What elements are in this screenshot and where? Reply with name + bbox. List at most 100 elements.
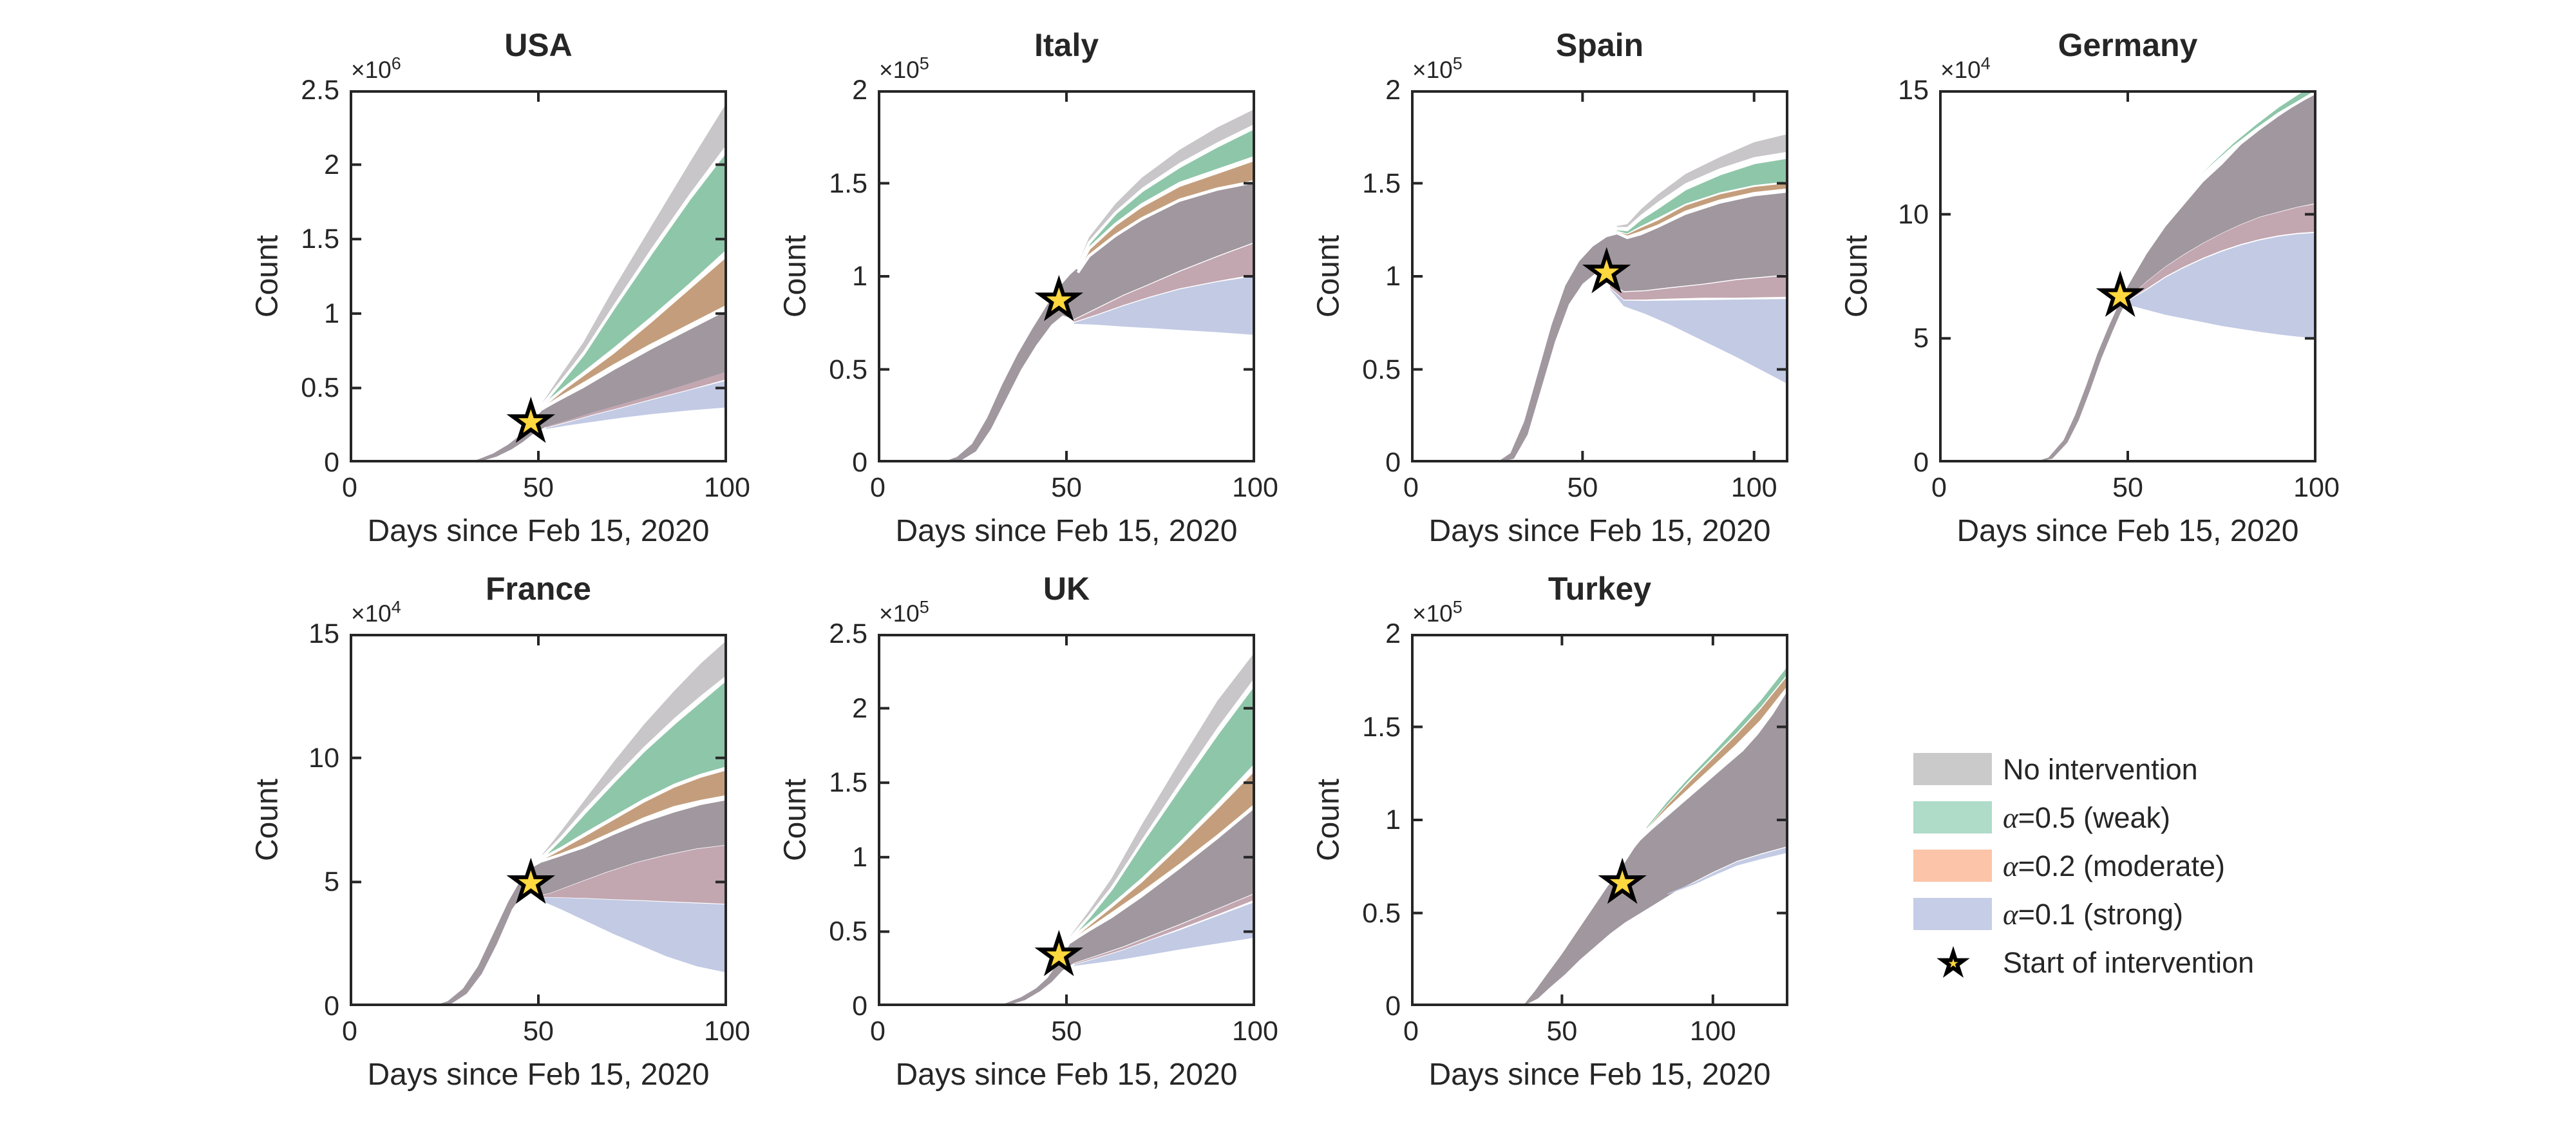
exponent-base: ×10 <box>879 57 920 83</box>
y-tick-label: 0 <box>324 447 339 478</box>
band-overlap_all_scenarios <box>990 808 1255 1006</box>
y-tick-label: 0 <box>1385 447 1401 478</box>
y-tick-label: 2 <box>1385 618 1401 649</box>
y-axis-exponent: ×106 <box>351 55 401 85</box>
exponent-power: 5 <box>919 597 929 617</box>
star-icon <box>1937 946 1970 978</box>
y-axis-exponent: ×105 <box>1412 597 1463 629</box>
subplot-title: Spain <box>1555 27 1644 63</box>
y-tick-label: 0.5 <box>1362 354 1401 385</box>
axes-frame <box>1411 634 1788 1006</box>
legend-row: No intervention <box>1913 753 2351 786</box>
band-separator <box>1076 155 1255 271</box>
y-tick-label: 0.5 <box>1362 897 1401 929</box>
band-alpha_0.2_moderate <box>1077 160 1255 273</box>
subplot-title: Turkey <box>1548 571 1652 607</box>
x-tick-label: 50 <box>2112 472 2143 503</box>
exponent-base: ×10 <box>1412 57 1453 83</box>
band-separator <box>1069 681 1255 940</box>
band-no_intervention <box>1070 651 1255 938</box>
x-axis-label: Days since Feb 15, 2020 <box>367 514 710 548</box>
y-tick-label: 0 <box>852 991 867 1022</box>
axes-frame <box>878 634 1255 1006</box>
exponent-base: ×10 <box>351 57 392 83</box>
y-axis-exponent: ×105 <box>1412 55 1463 85</box>
subplot-turkey: Turkey ×105 Count Days since Feb 15, 2020 0 5… <box>1302 563 1827 1103</box>
legend-swatch-lavender <box>1913 898 1992 930</box>
y-axis-exponent: ×105 <box>879 55 929 85</box>
x-axis-label: Days since Feb 15, 2020 <box>1428 1058 1771 1092</box>
band-separator <box>1069 804 1255 944</box>
y-axis-label: Count <box>250 778 285 862</box>
legend-label: No intervention <box>2003 753 2198 786</box>
x-tick-label: 100 <box>1232 472 1278 503</box>
x-tick-label: 0 <box>870 472 886 503</box>
band-alpha_0.2_moderate <box>542 770 727 861</box>
band-separator <box>1616 155 1788 232</box>
axes-frame <box>350 90 727 462</box>
x-tick-label: 50 <box>523 472 554 503</box>
y-tick-label: 2 <box>852 692 867 724</box>
subplot-france: France ×104 Count Days since Feb 15, 2020 0 5… <box>240 563 766 1103</box>
plot-area <box>878 634 1255 1006</box>
alpha-symbol: α <box>2003 899 2018 931</box>
band-overlap_moderate_strong <box>1610 275 1788 300</box>
x-axis-label: Days since Feb 15, 2020 <box>895 1058 1238 1092</box>
subplot-title: Germany <box>2058 27 2198 63</box>
subplot-usa: USA ×106 Count Days since Feb 15, 2020 0 50 10… <box>240 19 766 559</box>
y-tick-label: 0 <box>324 991 339 1022</box>
y-tick-label: 2 <box>1385 75 1401 106</box>
y-axis-exponent: ×104 <box>1940 55 1991 85</box>
x-tick-label: 100 <box>704 472 750 503</box>
y-tick-label: 1.5 <box>1362 167 1401 199</box>
plot-area <box>878 90 1255 462</box>
axes-frame <box>1411 90 1788 462</box>
y-axis-label: Count <box>1839 234 1874 318</box>
legend-swatch-salmon <box>1913 850 1992 882</box>
x-tick-label: 0 <box>1403 1016 1419 1047</box>
band-alpha_0.2_moderate <box>1646 674 1788 832</box>
exponent-base: ×10 <box>1412 600 1453 627</box>
legend-swatch-green <box>1913 801 1992 833</box>
y-tick-label: 1 <box>324 298 339 329</box>
x-tick-label: 50 <box>1051 1016 1082 1047</box>
band-separator <box>1076 126 1255 268</box>
y-tick-label: 15 <box>1898 75 1929 106</box>
intervention-start-star <box>506 396 556 443</box>
axes-frame <box>350 634 727 1006</box>
x-axis-label: Days since Feb 15, 2020 <box>367 1058 710 1092</box>
band-alpha_0.1_strong <box>1667 846 1788 895</box>
x-axis-label: Days since Feb 15, 2020 <box>895 514 1238 548</box>
intervention-start-star <box>2096 271 2145 317</box>
band-separator <box>1616 188 1788 239</box>
exponent-power: 6 <box>391 53 401 73</box>
band-no_intervention <box>542 102 727 404</box>
band-overlap_all_scenarios <box>942 183 1255 462</box>
y-tick-label: 15 <box>308 618 339 649</box>
exponent-base: ×10 <box>1940 57 1981 83</box>
y-tick-label: 0 <box>1385 991 1401 1022</box>
x-tick-label: 50 <box>1546 1016 1578 1047</box>
band-separator <box>541 305 727 410</box>
x-tick-label: 100 <box>704 1016 750 1047</box>
legend-row: α=0.2 (moderate) <box>1913 850 2351 882</box>
plot-area <box>1411 634 1788 1006</box>
band-overlap_moderate_strong <box>1074 243 1255 322</box>
exponent-power: 5 <box>1452 53 1463 73</box>
band-overlap_moderate_strong <box>545 372 727 428</box>
exponent-power: 4 <box>1980 53 1991 73</box>
y-tick-label: 10 <box>1898 198 1929 230</box>
exponent-power: 5 <box>1452 597 1463 617</box>
band-separator <box>1076 180 1255 274</box>
band-alpha_0.5_weak <box>1646 665 1788 828</box>
y-tick-label: 0 <box>852 447 867 478</box>
y-tick-label: 1.5 <box>1362 711 1401 743</box>
axes-frame <box>1939 90 2316 462</box>
x-tick-label: 100 <box>1730 472 1777 503</box>
y-tick-label: 1 <box>1385 261 1401 292</box>
legend-star-icon <box>1937 946 1970 978</box>
plot-area <box>350 90 727 462</box>
y-tick-label: 0 <box>1913 447 1929 478</box>
band-separator <box>1069 763 1255 941</box>
y-tick-label: 2 <box>852 75 867 106</box>
